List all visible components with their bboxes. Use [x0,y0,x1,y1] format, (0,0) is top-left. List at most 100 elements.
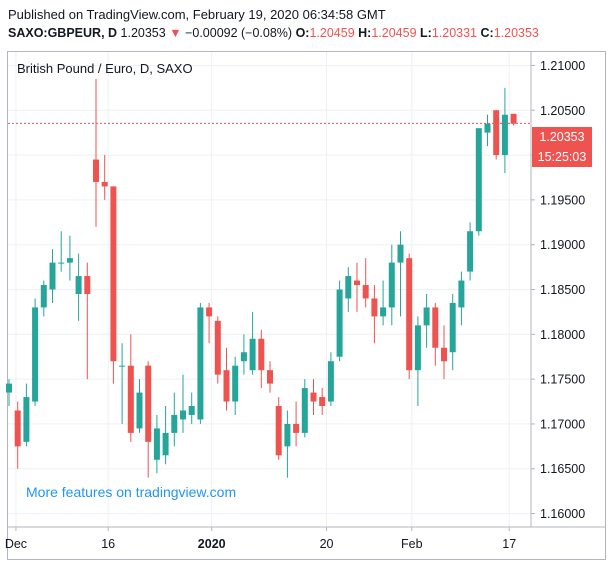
candle [406,253,413,380]
candle [153,414,160,474]
y-tick-label: 1.18500 [540,283,585,297]
candle [449,293,456,371]
candle-body [406,258,413,371]
candle [458,271,465,326]
candle [493,110,500,160]
candle-body [301,388,308,433]
candle-body [101,181,108,187]
chart-frame [7,51,606,560]
candle [240,334,247,375]
published-line: Published on TradingView.com, February 1… [8,7,386,22]
candle [284,410,291,478]
candle [171,392,178,447]
candle [214,316,221,384]
x-tick-label: Dec [5,537,27,551]
candle [66,235,73,281]
candle [101,155,108,200]
candle [119,343,126,424]
candle [362,258,369,308]
grid [8,52,531,527]
candle [301,379,308,438]
candle-body [293,423,300,433]
candle [145,361,152,478]
price-tag-box [532,127,592,147]
candle-body [171,414,178,433]
y-tick-label: 1.16000 [540,507,585,521]
open-value: 1.20459 [309,26,355,40]
candle [180,374,186,433]
candle [327,352,334,407]
candle-body [319,397,326,407]
candle-body [501,114,508,156]
candle-body [188,406,195,415]
x-tick-label: 2020 [198,537,226,551]
candle [58,231,65,272]
candle-body [345,276,352,299]
candle [293,401,300,447]
candle [423,293,430,348]
candle [467,222,474,281]
candle-body [467,231,474,272]
candle [40,280,47,317]
candle-body [284,423,291,447]
countdown-value: 15:25:03 [538,150,587,164]
candle-body [14,410,21,447]
candle-body [258,338,265,371]
candle [232,356,239,415]
candle-body [362,285,369,299]
candle-body [127,365,134,433]
candle-body [388,262,395,308]
candle-body [327,361,334,402]
time-axis[interactable]: Dec 16 2020 20 Feb 17 [5,527,516,551]
watermark-link[interactable]: More features on tradingview.com [26,484,236,500]
candle [336,280,343,362]
candle-body [310,392,317,402]
candle [380,280,387,326]
candle [388,244,395,326]
high-value: 1.20459 [371,26,417,40]
candle [206,302,213,344]
candle-body [66,258,73,263]
price-axis[interactable]: 1.16000 1.16500 1.17000 1.17500 1.18000 1.185… [531,59,585,521]
candle-body [449,302,456,353]
candle-body [136,392,143,429]
candle-body [240,352,247,362]
candle-body [475,128,482,232]
candle-body [432,307,439,348]
candle-body [493,110,500,156]
low-value: 1.20331 [431,26,478,40]
candle [475,128,482,236]
x-tick-label: 17 [502,537,516,551]
candle-body [423,307,430,326]
candle [275,397,282,460]
close-label: C: [480,26,494,40]
candle [93,78,99,227]
candle [414,316,421,407]
candle-body [214,320,221,375]
candle-body [40,285,47,308]
legend-row: SAXO:GBPEUR, D 1.20353 ▼ −0.00092 (−0.08… [8,26,539,40]
candle [258,329,265,389]
candle [75,253,82,321]
candle [127,334,134,442]
candle-body [414,325,421,371]
x-tick-label: 20 [320,537,334,551]
y-tick-label: 1.17000 [540,417,585,431]
candle [14,401,21,469]
candle-body [371,298,378,317]
candle [484,114,491,147]
candle-body [232,365,239,402]
candle-body [510,113,517,124]
candle [110,186,117,384]
candle [501,87,508,173]
candle-body [354,280,360,286]
candle [345,267,352,312]
candle [23,383,30,447]
y-tick-label: 1.17500 [540,373,585,387]
candle-body [23,397,30,442]
candle [136,379,143,433]
candle [319,388,326,415]
y-tick-label: 1.19500 [540,193,585,207]
x-tick-label: Feb [401,537,423,551]
